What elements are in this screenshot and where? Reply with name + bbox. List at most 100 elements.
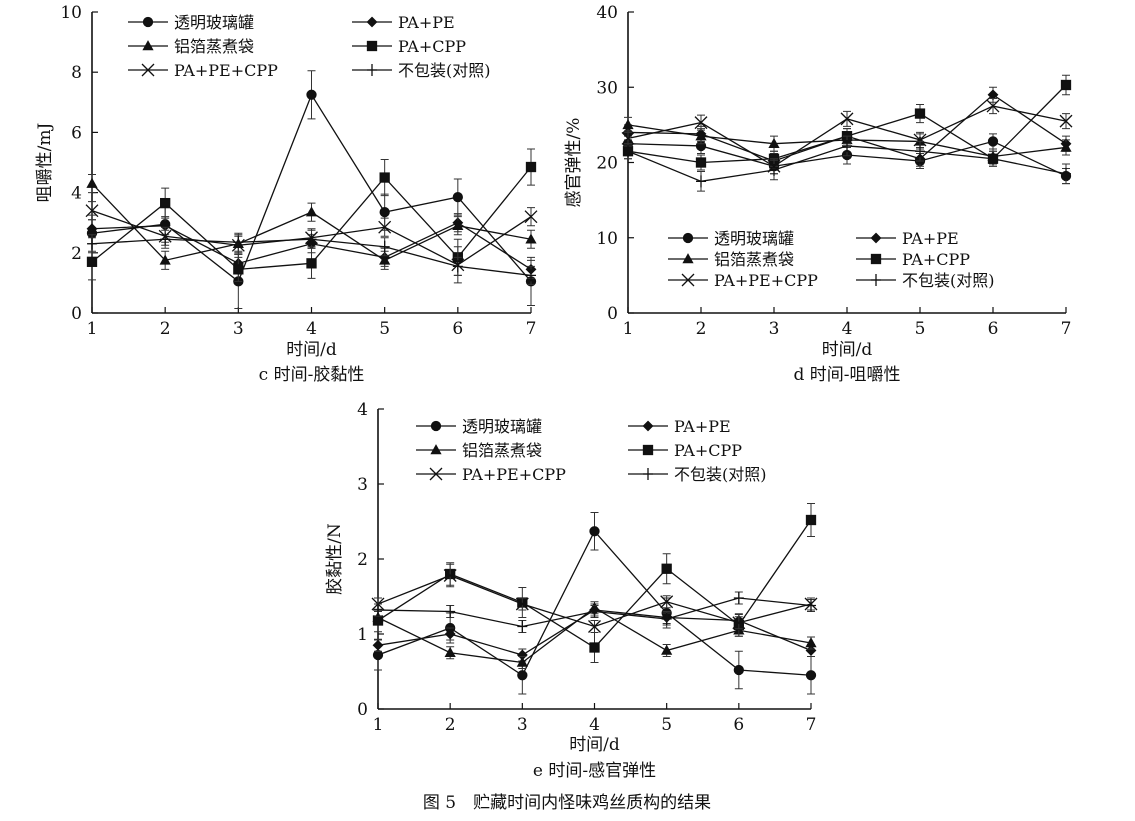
- data-point: [589, 605, 600, 618]
- data-point: [769, 164, 779, 177]
- data-point: [988, 152, 998, 165]
- data-point: [915, 145, 925, 158]
- data-point: [913, 133, 927, 147]
- panel-label: d 时间-咀嚼性: [793, 365, 900, 385]
- data-point: [379, 172, 390, 183]
- data-point: [526, 269, 536, 282]
- x-tick-label: 4: [842, 319, 853, 339]
- legend-marker: [367, 64, 377, 76]
- x-tick-label: 6: [988, 319, 999, 339]
- legend-marker: [366, 16, 378, 28]
- legend-marker: [642, 444, 654, 456]
- data-point: [589, 642, 600, 653]
- x-tick-label: 3: [769, 319, 780, 339]
- data-point: [444, 646, 456, 657]
- data-point: [517, 620, 528, 633]
- data-point: [695, 157, 707, 168]
- y-tick-label: 10: [596, 229, 618, 249]
- legend-label: 铝箔蒸煮袋: [714, 250, 794, 269]
- series-plus: [623, 135, 1071, 192]
- data-point: [86, 223, 98, 235]
- data-point: [86, 256, 98, 267]
- data-point: [516, 656, 528, 667]
- data-point: [842, 139, 852, 152]
- legend-label: PA+CPP: [674, 441, 742, 460]
- data-point: [159, 254, 171, 265]
- x-tick-label: 5: [661, 715, 672, 735]
- data-point: [233, 236, 244, 249]
- data-point: [160, 197, 171, 209]
- legend-marker: [870, 253, 882, 265]
- y-tick-label: 0: [357, 700, 368, 720]
- x-tick-label: 6: [733, 715, 744, 735]
- legend-marker: [870, 232, 882, 244]
- y-tick-label: 6: [71, 123, 82, 143]
- x-tick-label: 2: [160, 319, 171, 339]
- data-point: [696, 175, 706, 188]
- y-tick-label: 40: [596, 3, 618, 23]
- x-tick-label: 3: [517, 715, 528, 735]
- data-point: [805, 637, 817, 648]
- x-tick-label: 4: [589, 715, 600, 735]
- data-point: [986, 99, 1000, 113]
- data-point: [372, 639, 384, 651]
- legend-label: 不包装(对照): [674, 465, 767, 484]
- x-axis-title: 时间/d: [286, 340, 337, 360]
- legend-label: 铝箔蒸煮袋: [462, 441, 542, 460]
- legend-marker: [871, 274, 881, 286]
- y-axis-title: 咀嚼性/mJ: [35, 122, 55, 202]
- x-tick-label: 7: [806, 715, 817, 735]
- data-point: [372, 615, 384, 626]
- series-x: [371, 563, 818, 633]
- data-point: [373, 604, 383, 616]
- data-point: [661, 644, 673, 655]
- legend-marker: [429, 467, 443, 481]
- legend-label: PA+PE: [398, 13, 455, 32]
- data-point: [622, 119, 634, 130]
- legend-marker: [682, 232, 694, 244]
- legend: 透明玻璃罐 PA+PE 铝箔蒸煮袋 PA+CPP PA+PE+CPP 不包装(对照): [416, 417, 767, 484]
- data-point: [515, 597, 529, 611]
- data-point: [768, 137, 780, 148]
- data-point: [806, 599, 816, 612]
- legend-marker: [681, 273, 695, 287]
- data-point: [805, 514, 817, 526]
- data-point: [160, 233, 171, 246]
- legend-marker: [642, 420, 654, 432]
- y-tick-label: 1: [357, 625, 368, 645]
- x-tick-label: 5: [915, 319, 926, 339]
- data-point: [306, 258, 317, 269]
- data-point: [85, 204, 99, 218]
- data-point: [660, 595, 674, 609]
- data-point: [1061, 167, 1071, 180]
- data-point: [517, 670, 528, 681]
- data-point: [695, 130, 707, 141]
- data-point: [588, 620, 601, 633]
- data-point: [305, 206, 318, 217]
- y-tick-label: 20: [596, 154, 618, 174]
- y-axis-title: 胶黏性/N: [325, 523, 345, 595]
- data-point: [379, 254, 391, 265]
- series-line: [377, 574, 812, 628]
- data-point: [233, 264, 244, 275]
- legend-label: 透明玻璃罐: [462, 417, 542, 436]
- data-point: [621, 131, 635, 145]
- data-point: [87, 237, 97, 250]
- data-point: [452, 260, 463, 273]
- legend-marker: [142, 16, 154, 28]
- legend: 透明玻璃罐 PA+PE 铝箔蒸煮袋 PA+CPP PA+PE+CPP 不包装(对照): [128, 13, 491, 80]
- data-point: [525, 161, 537, 173]
- data-point: [733, 664, 744, 676]
- legend-marker: [430, 420, 442, 432]
- data-point: [840, 112, 854, 126]
- legend-label: 不包装(对照): [902, 271, 995, 290]
- chart-panel-d: 0 10 20 30 40 1 2 3 4 5 6 7 时间/d 感官弹性/% d 时间-咀嚼性 透明玻璃罐 P…: [564, 3, 1073, 385]
- legend-label: 透明玻璃罐: [714, 229, 794, 248]
- legend-label: PA+PE+CPP: [462, 465, 566, 484]
- legend-label: PA+PE+CPP: [714, 271, 818, 290]
- legend: 透明玻璃罐 PA+PE 铝箔蒸煮袋 PA+CPP PA+PE+CPP 不包装(对照): [668, 229, 995, 290]
- y-tick-label: 10: [60, 3, 82, 23]
- x-tick-label: 1: [623, 319, 634, 339]
- y-tick-label: 8: [71, 63, 82, 83]
